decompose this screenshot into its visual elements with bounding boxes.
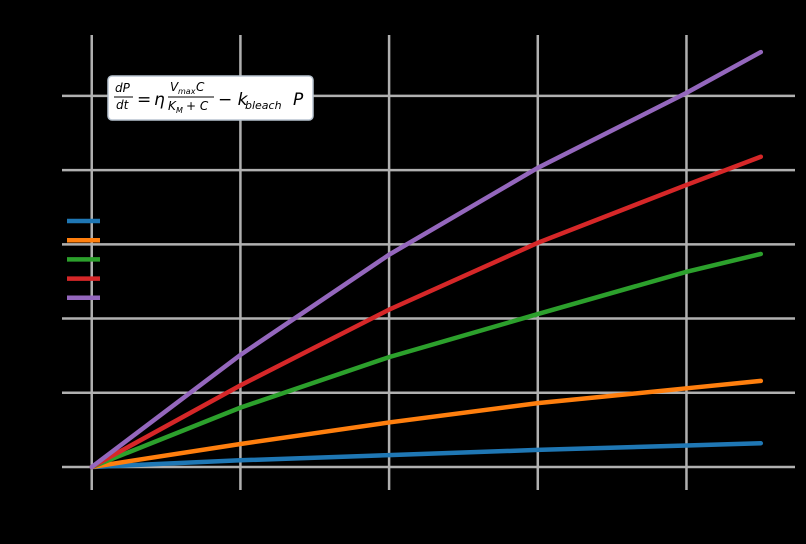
series-line xyxy=(89,49,764,470)
series-line xyxy=(89,440,764,470)
eq-part: max xyxy=(178,87,196,96)
legend xyxy=(67,218,100,301)
eq-part: η xyxy=(154,90,165,110)
eq-part: dt xyxy=(116,98,130,112)
eq-part: + C xyxy=(186,99,209,113)
series-line xyxy=(89,378,764,470)
eq-part: M xyxy=(176,106,183,115)
equation-frame xyxy=(107,75,314,121)
equation-box: dP dt = η V max C K M + C − k bleach P xyxy=(107,75,314,121)
eq-part: bleach xyxy=(245,99,282,112)
eq-part: − k xyxy=(218,90,249,110)
eq-part: P xyxy=(293,90,304,110)
series-line xyxy=(89,251,764,470)
eq-part: V xyxy=(170,80,179,94)
eq-part: C xyxy=(196,80,205,94)
series-line xyxy=(89,154,764,470)
eq-part: dP xyxy=(115,81,131,95)
eq-part: = xyxy=(137,90,151,110)
grid xyxy=(62,35,795,490)
eq-part: K xyxy=(168,99,177,113)
lines xyxy=(89,49,764,470)
